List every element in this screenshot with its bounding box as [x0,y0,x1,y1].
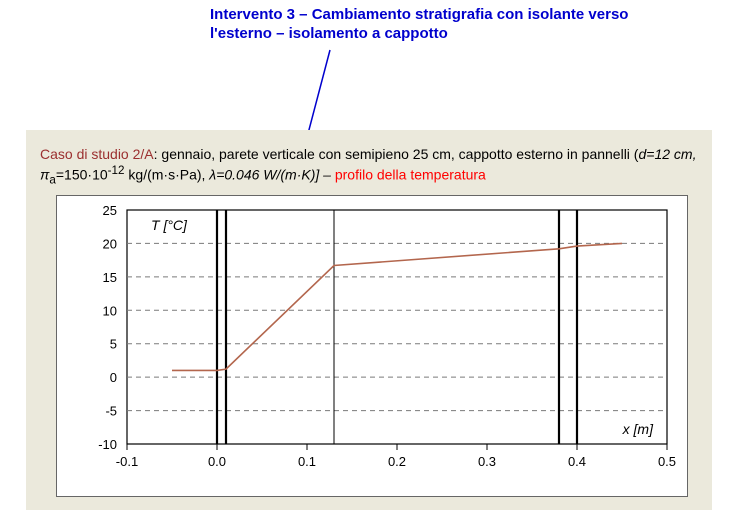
svg-text:0: 0 [110,370,117,385]
svg-text:25: 25 [103,203,117,218]
svg-text:0.4: 0.4 [568,454,586,469]
caption-pi-sup: -12 [108,164,125,177]
temperature-chart: -10 -5 0 5 10 15 20 25 -0.1 0.0 0.1 0.2 0.3 0.4 0.5 T [… [57,196,687,496]
svg-text:15: 15 [103,270,117,285]
chart-frame: -10 -5 0 5 10 15 20 25 -0.1 0.0 0.1 0.2 0.3 0.4 0.5 T [… [56,195,688,497]
caption-d: d=12 cm, [638,146,696,162]
caption-tail: profilo della temperatura [335,167,486,183]
svg-text:5: 5 [110,337,117,352]
svg-text:0.0: 0.0 [208,454,226,469]
caption-lambda: λ=0.046 W/(m·K)] – [209,167,335,183]
caption-pi: π [40,167,49,183]
caption-pi-rest: =150·10 [56,167,108,183]
svg-text:0.2: 0.2 [388,454,406,469]
svg-text:-10: -10 [98,437,117,452]
svg-text:0.1: 0.1 [298,454,316,469]
caption-lead: Caso di studio 2/A [40,146,154,162]
svg-text:10: 10 [103,303,117,318]
svg-text:0.3: 0.3 [478,454,496,469]
caption-pi-unit: kg/(m·s·Pa), [125,167,210,183]
caption-body1: : gennaio, parete verticale con semipien… [154,146,639,162]
annotation-text: Intervento 3 – Cambiamento stratigrafia … [210,6,710,44]
annotation-line2: l'esterno – isolamento a cappotto [210,25,448,42]
svg-text:T [°C]: T [°C] [151,217,188,233]
svg-text:x [m]: x [m] [622,421,654,437]
page: Intervento 3 – Cambiamento stratigrafia … [0,0,738,525]
annotation-line1: Intervento 3 – Cambiamento stratigrafia … [210,6,628,23]
svg-text:0.5: 0.5 [658,454,676,469]
svg-text:-5: -5 [105,404,117,419]
svg-text:-0.1: -0.1 [116,454,138,469]
caption: Caso di studio 2/A: gennaio, parete vert… [40,145,700,188]
svg-text:20: 20 [103,236,117,251]
